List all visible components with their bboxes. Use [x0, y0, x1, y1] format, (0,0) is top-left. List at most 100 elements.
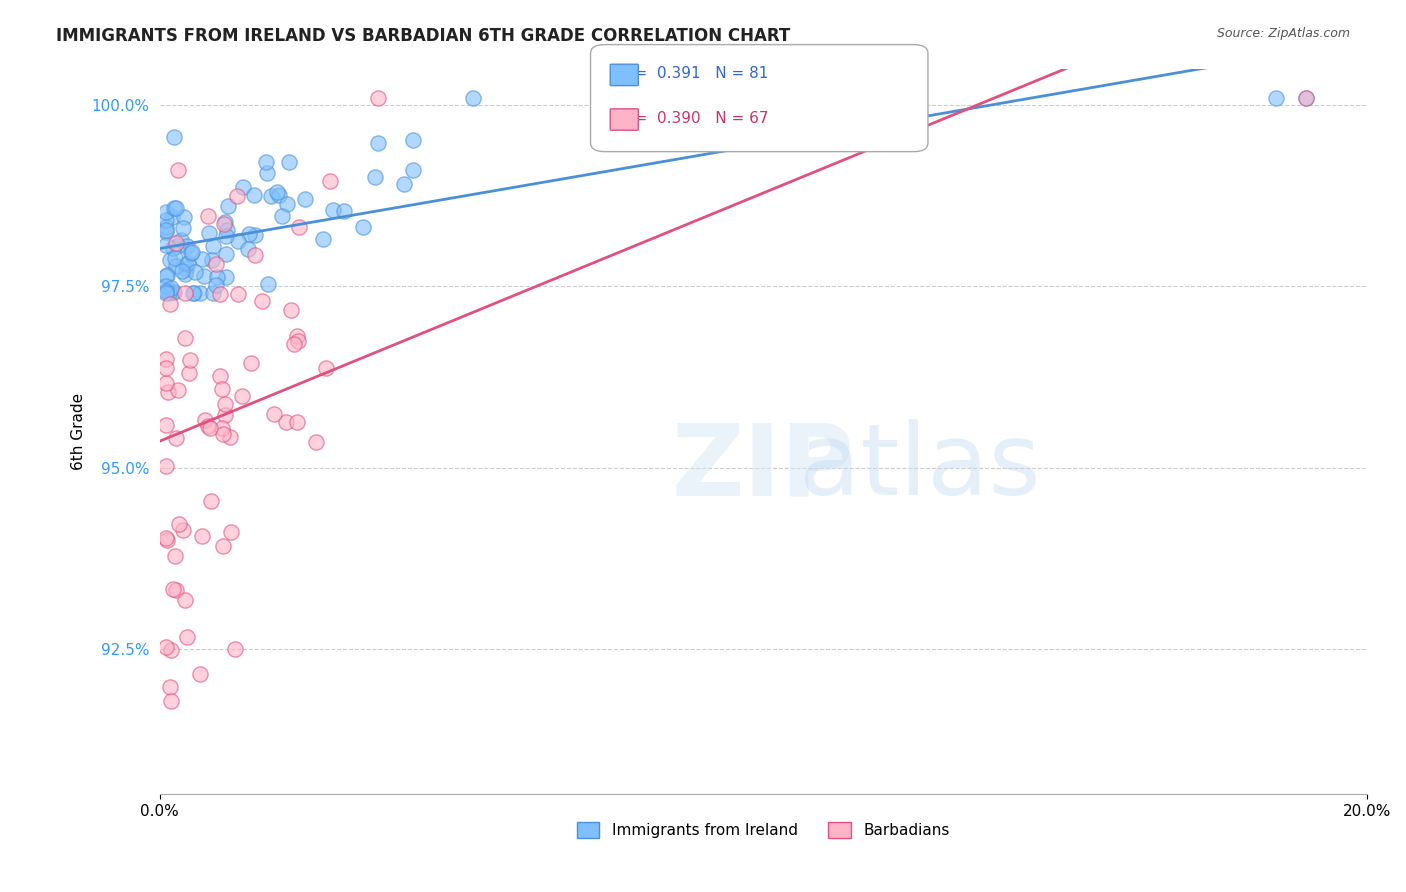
Point [219, 525, 242, 540]
Point [392, 177, 415, 191]
Point [157, 384, 180, 399]
Point [225, 189, 247, 203]
Point [260, 188, 283, 202]
Point [174, 262, 197, 277]
Point [177, 256, 200, 270]
Point [276, 416, 298, 430]
Point [214, 247, 236, 261]
Point [176, 239, 198, 253]
Point [165, 431, 187, 445]
Point [190, 252, 212, 267]
Point [163, 201, 186, 215]
Point [287, 219, 309, 234]
Point [155, 284, 177, 298]
Point [193, 269, 215, 284]
Point [176, 631, 198, 645]
Point [200, 494, 222, 508]
Point [173, 211, 195, 225]
Point [163, 129, 186, 144]
Point [173, 268, 195, 282]
Point [319, 174, 342, 188]
Point [197, 419, 219, 434]
Point [165, 236, 187, 251]
Point [311, 232, 333, 246]
Point [285, 415, 308, 429]
Point [276, 197, 298, 211]
Point [155, 237, 177, 252]
Point [219, 430, 242, 444]
Text: R =  0.391   N = 81: R = 0.391 N = 81 [619, 67, 768, 81]
Point [401, 163, 423, 178]
Point [160, 210, 183, 224]
Point [169, 517, 191, 532]
Point [238, 227, 260, 241]
Text: Source: ZipAtlas.com: Source: ZipAtlas.com [1216, 27, 1350, 40]
Point [162, 582, 184, 597]
Point [214, 228, 236, 243]
Point [1295, 90, 1317, 104]
Point [160, 693, 183, 707]
Point [217, 199, 239, 213]
Point [155, 531, 177, 545]
Point [269, 188, 291, 202]
Point [159, 281, 181, 295]
Point [352, 219, 374, 234]
Point [294, 192, 316, 206]
Point [205, 270, 228, 285]
Point [155, 640, 177, 655]
Point [155, 205, 177, 219]
Point [285, 329, 308, 343]
Point [155, 225, 177, 239]
Point [224, 642, 246, 657]
Point [170, 233, 193, 247]
Point [211, 421, 233, 435]
Point [217, 222, 239, 236]
Point [214, 397, 236, 411]
Point [166, 238, 188, 252]
Text: ZIP: ZIP [672, 419, 855, 516]
Point [201, 253, 224, 268]
Point [173, 331, 195, 345]
Point [243, 227, 266, 242]
Point [156, 533, 179, 547]
Point [205, 277, 228, 292]
Point [174, 257, 197, 271]
Point [155, 223, 177, 237]
Point [256, 166, 278, 180]
Point [184, 265, 207, 279]
Point [243, 188, 266, 202]
Point [155, 417, 177, 432]
Legend: Immigrants from Ireland, Barbadians: Immigrants from Ireland, Barbadians [571, 816, 956, 845]
Point [173, 592, 195, 607]
Point [155, 360, 177, 375]
Point [232, 179, 254, 194]
Point [254, 155, 277, 169]
Point [179, 353, 201, 368]
Point [201, 286, 224, 301]
Point [463, 90, 485, 104]
Point [159, 252, 181, 267]
Point [315, 360, 337, 375]
Point [157, 286, 180, 301]
Point [160, 643, 183, 657]
Point [211, 539, 233, 553]
Point [364, 169, 387, 184]
Point [156, 268, 179, 282]
Point [166, 383, 188, 397]
Point [163, 549, 186, 563]
Point [277, 154, 299, 169]
Point [212, 427, 235, 442]
Point [165, 259, 187, 273]
Point [183, 286, 205, 301]
Point [1295, 90, 1317, 104]
Point [200, 420, 222, 434]
Point [155, 219, 177, 234]
Point [155, 376, 177, 390]
Point [283, 337, 305, 351]
Point [155, 213, 177, 227]
Point [212, 217, 235, 231]
Point [172, 523, 194, 537]
Point [202, 239, 225, 253]
Point [162, 241, 184, 255]
Point [160, 285, 183, 300]
